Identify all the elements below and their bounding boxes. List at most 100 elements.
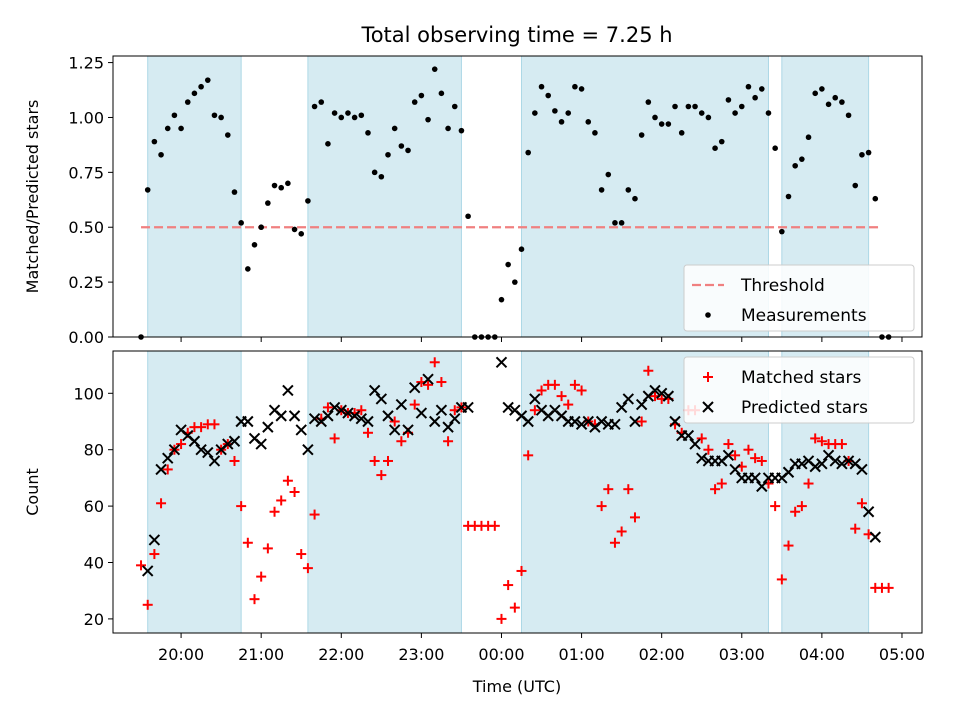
data-point: [196, 422, 207, 433]
x-b: [462, 401, 474, 414]
data-point: [538, 83, 545, 90]
data-point: [509, 602, 520, 613]
data-point: [496, 613, 507, 624]
data-point: [429, 415, 441, 428]
x-b: [222, 438, 234, 450]
data-point: [552, 108, 558, 114]
x-b: [248, 432, 261, 445]
data-point: [730, 450, 741, 461]
data-point: [184, 99, 191, 105]
data-point: [151, 138, 158, 145]
x-tick-label: 22:00: [318, 645, 364, 664]
data-point: [518, 246, 525, 252]
data-point: [368, 384, 381, 397]
x-b: [162, 452, 174, 464]
data-point: [375, 393, 388, 405]
data-point: [378, 173, 385, 180]
data-point: [576, 385, 587, 396]
series-matched-stars: [136, 357, 894, 624]
x-b: [348, 410, 361, 422]
data-point: [796, 458, 808, 470]
data-point: [158, 151, 164, 158]
y-axis-label: Matched/Predicted stars: [23, 100, 42, 294]
x-b: [155, 463, 167, 476]
x-tick-label: 21:00: [238, 645, 284, 664]
data-point: [616, 526, 627, 537]
data-point: [698, 110, 705, 116]
data-point: [365, 130, 371, 136]
data-point: [322, 402, 333, 413]
x-b: [555, 410, 568, 422]
x-b: [535, 404, 548, 416]
data-point: [549, 379, 560, 390]
data-point: [836, 458, 848, 470]
x-tick-label: 23:00: [398, 645, 444, 664]
data-point: [859, 151, 865, 158]
data-point: [148, 534, 161, 546]
data-point: [211, 112, 218, 119]
data-point: [362, 415, 374, 428]
data-point: [578, 86, 585, 92]
data-point: [696, 433, 707, 444]
x-b: [355, 412, 368, 425]
data-point: [462, 401, 474, 414]
data-point: [810, 433, 821, 444]
data-point: [383, 455, 394, 466]
x-b: [629, 415, 641, 428]
shaded-interval: [147, 350, 242, 634]
data-point: [829, 455, 841, 467]
x-b: [268, 404, 281, 416]
data-point: [790, 506, 801, 517]
data-point: [629, 415, 641, 428]
data-point: [632, 195, 638, 202]
y-tick-label: 0.75: [68, 163, 104, 182]
data-point: [729, 463, 741, 476]
data-point: [171, 112, 178, 119]
data-point: [682, 429, 695, 442]
data-point: [536, 385, 547, 396]
data-point: [598, 187, 605, 193]
data-point: [585, 119, 592, 125]
data-point: [703, 444, 714, 455]
data-point: [356, 405, 367, 416]
data-point: [716, 478, 727, 489]
legend-label: Threshold: [740, 276, 825, 296]
data-point: [228, 435, 241, 447]
x-b: [335, 404, 347, 416]
x-b: [849, 458, 861, 470]
data-point: [629, 512, 640, 523]
data-point: [839, 99, 845, 105]
data-point: [225, 132, 231, 138]
data-point: [362, 427, 373, 438]
x-b: [836, 458, 848, 470]
x-b: [756, 480, 768, 493]
data-point: [845, 112, 852, 119]
data-point: [302, 443, 314, 456]
y-tick-label: 80: [84, 441, 104, 460]
data-point: [856, 463, 868, 476]
data-point: [752, 94, 758, 101]
x-b: [729, 463, 741, 476]
data-point: [322, 410, 334, 422]
data-point: [282, 475, 293, 486]
data-point: [722, 449, 735, 462]
x-tick-label: 03:00: [719, 645, 765, 664]
data-point: [523, 450, 534, 461]
data-point: [765, 110, 772, 116]
x-b: [415, 407, 428, 419]
x-b: [782, 466, 795, 478]
data-point: [369, 455, 380, 466]
data-point: [805, 134, 812, 141]
data-point: [195, 443, 207, 456]
data-point: [191, 90, 198, 97]
data-point: [208, 455, 221, 467]
data-point: [425, 116, 431, 123]
x-b: [569, 415, 581, 428]
data-point: [595, 415, 608, 428]
x-b: [529, 393, 541, 405]
x-b: [575, 418, 588, 431]
x-b: [288, 410, 301, 422]
data-point: [451, 103, 458, 110]
data-point: [575, 418, 588, 431]
